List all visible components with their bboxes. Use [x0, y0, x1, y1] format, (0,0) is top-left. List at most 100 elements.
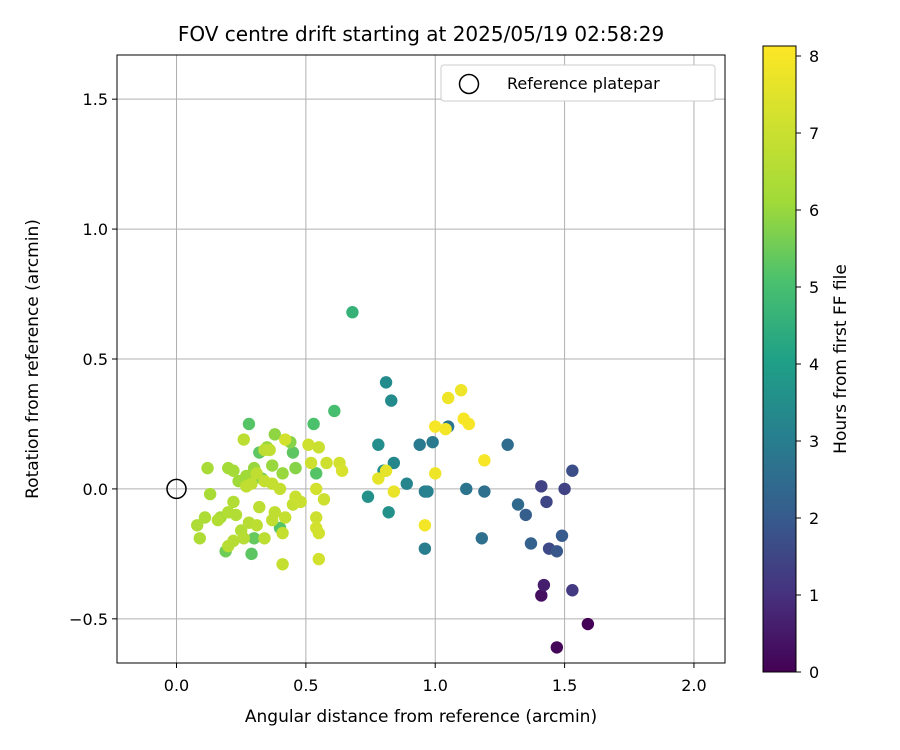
colorbar-tick-label: 7	[809, 124, 819, 143]
data-point	[222, 539, 235, 553]
colorbar-tick-label: 3	[809, 432, 819, 451]
data-point	[247, 532, 261, 545]
colorbar-tick-label: 0	[809, 663, 819, 682]
data-point	[540, 495, 553, 509]
data-point	[201, 461, 214, 475]
colorbar-label: Hours from first FF file	[831, 264, 851, 454]
data-point	[310, 511, 323, 524]
data-point	[550, 641, 564, 654]
data-point	[475, 532, 488, 545]
x-axis-ticks: 0.0 0.5 1.0 1.5 2.0	[164, 663, 707, 695]
data-point	[361, 490, 375, 503]
data-point	[550, 545, 564, 558]
data-point	[441, 391, 455, 405]
y-axis-ticks: −0.5 0.0 0.5 1.0 1.5	[69, 90, 117, 629]
data-point	[385, 394, 398, 407]
data-point	[535, 480, 548, 493]
data-point	[426, 435, 439, 449]
colorbar-tick-label: 4	[809, 355, 819, 374]
data-point	[478, 485, 491, 498]
x-tick-label: 1.5	[552, 676, 577, 695]
data-point	[387, 485, 401, 498]
data-point	[558, 482, 571, 496]
data-point	[346, 306, 359, 319]
colorbar-tick-label: 2	[809, 509, 819, 528]
data-point	[250, 467, 263, 480]
data-point	[276, 558, 289, 571]
y-tick-label: 1.5	[83, 90, 108, 109]
data-point	[229, 508, 243, 522]
data-point	[227, 495, 240, 509]
data-point	[387, 456, 401, 470]
data-point	[245, 547, 258, 561]
data-point	[454, 383, 468, 397]
data-point	[555, 529, 569, 542]
data-point	[268, 506, 282, 519]
data-point	[304, 456, 318, 470]
reference-platepar-marker	[166, 478, 187, 500]
data-point	[524, 537, 538, 550]
data-point	[439, 422, 452, 436]
data-point	[581, 617, 595, 631]
x-tick-label: 0.5	[293, 676, 318, 695]
colorbar-tick-label: 8	[809, 47, 819, 66]
data-point	[294, 495, 307, 509]
colorbar-gradient	[762, 45, 797, 673]
data-point	[289, 461, 302, 475]
data-point	[193, 532, 206, 545]
data-point	[421, 485, 434, 498]
data-point	[203, 487, 217, 501]
data-point	[462, 417, 476, 431]
data-point	[501, 438, 514, 451]
data-point	[566, 464, 579, 477]
data-point	[276, 467, 289, 480]
y-tick-label: 1.0	[83, 220, 108, 239]
data-point	[413, 438, 426, 451]
data-point	[302, 438, 315, 451]
data-point	[222, 461, 235, 475]
y-tick-label: 0.5	[83, 350, 108, 369]
legend-open-circle-icon	[458, 73, 480, 95]
data-point	[418, 542, 432, 555]
data-point	[379, 464, 393, 477]
data-point	[379, 376, 393, 389]
data-point	[237, 532, 250, 545]
data-point	[429, 467, 442, 480]
data-point	[198, 511, 212, 524]
data-point	[317, 493, 331, 506]
data-point	[372, 438, 385, 451]
data-point	[258, 532, 271, 545]
legend-box	[440, 64, 716, 102]
data-point	[268, 428, 282, 441]
colorbar-ticks: 0 1 2 3 4 5 6 7 8	[796, 47, 819, 682]
data-point	[312, 526, 326, 540]
data-points	[191, 306, 595, 654]
data-point	[307, 417, 320, 431]
data-point	[535, 589, 548, 602]
data-point	[418, 519, 432, 532]
data-point	[460, 482, 473, 496]
y-axis-label: Rotation from reference (arcmin)	[23, 219, 43, 499]
data-point	[519, 508, 532, 522]
data-point	[429, 420, 442, 433]
data-point	[400, 477, 413, 490]
chart-title: FOV centre drift starting at 2025/05/19 …	[178, 22, 664, 46]
data-point	[240, 480, 253, 493]
colorbar-tick-label: 6	[809, 201, 819, 220]
data-point	[253, 500, 266, 514]
data-point	[537, 578, 551, 592]
grid	[117, 55, 725, 663]
data-point	[335, 464, 349, 477]
legend-label: Reference platepar	[507, 74, 660, 93]
x-tick-label: 0.0	[164, 676, 189, 695]
data-point	[310, 482, 323, 496]
data-point	[310, 467, 323, 480]
data-point	[250, 519, 263, 532]
data-point	[320, 456, 333, 470]
data-point	[237, 433, 250, 446]
data-point	[372, 472, 385, 485]
colorbar-tick-label: 1	[809, 586, 819, 605]
data-point	[191, 519, 204, 532]
data-point	[278, 433, 292, 446]
